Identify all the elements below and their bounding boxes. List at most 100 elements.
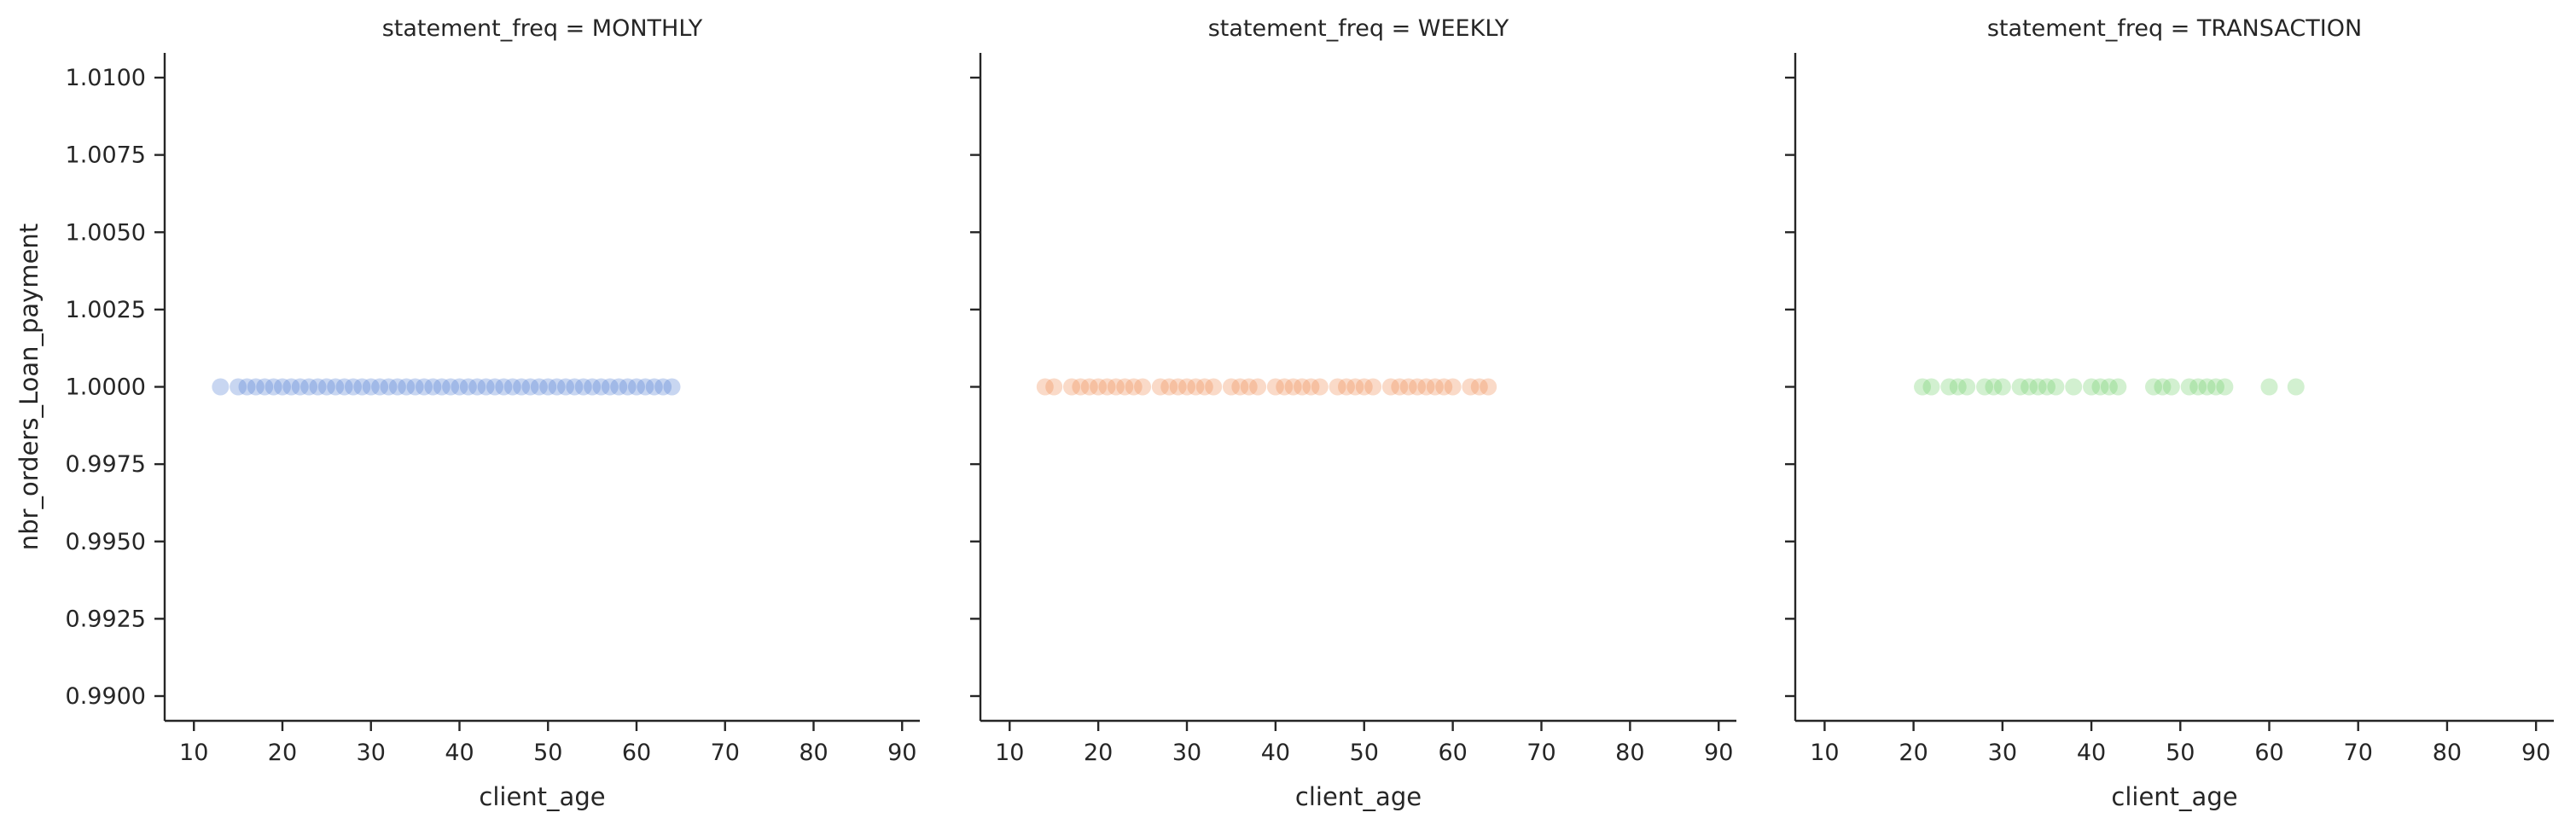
panel-title: statement_freq = WEEKLY bbox=[1208, 15, 1509, 42]
scatter-point bbox=[1993, 378, 2011, 396]
scatter-point bbox=[230, 378, 247, 396]
scatter-point bbox=[1090, 378, 1108, 396]
scatter-point bbox=[1922, 378, 1940, 396]
scatter-point bbox=[1266, 378, 1284, 396]
scatter-point bbox=[291, 378, 309, 396]
scatter-point bbox=[610, 378, 628, 396]
x-tick-label: 90 bbox=[2521, 740, 2550, 766]
scatter-point bbox=[2198, 378, 2216, 396]
scatter-point bbox=[2047, 378, 2065, 396]
y-tick-label: 0.9925 bbox=[66, 606, 146, 632]
scatter-point bbox=[2100, 378, 2118, 396]
scatter-point bbox=[495, 378, 513, 396]
scatter-point bbox=[344, 378, 362, 396]
scatter-point bbox=[1940, 378, 1958, 396]
x-tick-label: 80 bbox=[799, 740, 828, 766]
x-tick-label: 60 bbox=[1438, 740, 1467, 766]
x-tick-label: 30 bbox=[1172, 740, 1201, 766]
x-tick-label: 80 bbox=[2433, 740, 2462, 766]
x-tick-label: 90 bbox=[887, 740, 916, 766]
scatter-point bbox=[2038, 378, 2056, 396]
scatter-point bbox=[1195, 378, 1213, 396]
scatter-point bbox=[521, 378, 539, 396]
scatter-point bbox=[327, 378, 345, 396]
x-tick-label: 20 bbox=[268, 740, 297, 766]
scatter-point bbox=[2154, 378, 2172, 396]
scatter-point bbox=[601, 378, 619, 396]
scatter-point bbox=[1205, 378, 1223, 396]
scatter-point bbox=[539, 378, 557, 396]
panel-title: statement_freq = TRANSACTION bbox=[1987, 15, 2362, 42]
scatter-point bbox=[265, 378, 282, 396]
scatter-point bbox=[1107, 378, 1125, 396]
scatter-point bbox=[1036, 378, 1054, 396]
x-tick-label: 40 bbox=[2077, 740, 2106, 766]
x-tick-label: 10 bbox=[179, 740, 208, 766]
scatter-point bbox=[645, 378, 663, 396]
scatter-point bbox=[530, 378, 548, 396]
scatter-point bbox=[2011, 378, 2029, 396]
scatter-point bbox=[300, 378, 318, 396]
scatter-point bbox=[566, 378, 584, 396]
scatter-point bbox=[309, 378, 327, 396]
scatter-point bbox=[406, 378, 424, 396]
scatter-point bbox=[1470, 378, 1488, 396]
scatter-point bbox=[1346, 378, 1364, 396]
scatter-point bbox=[415, 378, 433, 396]
scatter-point bbox=[654, 378, 672, 396]
y-tick-label: 0.9900 bbox=[66, 683, 146, 710]
scatter-point bbox=[1098, 378, 1116, 396]
scatter-point bbox=[1391, 378, 1409, 396]
scatter-point bbox=[247, 378, 265, 396]
scatter-point bbox=[1249, 378, 1267, 396]
y-tick-label: 1.0000 bbox=[66, 374, 146, 401]
scatter-point bbox=[1134, 378, 1152, 396]
scatter-point bbox=[2029, 378, 2047, 396]
scatter-point bbox=[1985, 378, 2003, 396]
x-axis-label: client_age bbox=[479, 782, 605, 811]
scatter-point bbox=[477, 378, 495, 396]
scatter-point bbox=[2180, 378, 2198, 396]
scatter-point bbox=[1364, 378, 1382, 396]
scatter-point bbox=[1914, 378, 1932, 396]
scatter-point bbox=[388, 378, 406, 396]
scatter-point bbox=[1444, 378, 1462, 396]
scatter-point bbox=[317, 378, 335, 396]
scatter-point bbox=[2091, 378, 2109, 396]
scatter-point bbox=[212, 378, 230, 396]
scatter-point bbox=[335, 378, 353, 396]
scatter-point bbox=[1284, 378, 1302, 396]
y-tick-label: 1.0050 bbox=[66, 219, 146, 246]
scatter-point bbox=[1409, 378, 1427, 396]
scatter-point bbox=[556, 378, 574, 396]
scatter-point bbox=[1072, 378, 1090, 396]
x-tick-label: 70 bbox=[2344, 740, 2373, 766]
scatter-point bbox=[424, 378, 442, 396]
scatter-point bbox=[1975, 378, 1993, 396]
x-tick-label: 80 bbox=[1615, 740, 1644, 766]
scatter-point bbox=[459, 378, 477, 396]
scatter-point bbox=[353, 378, 371, 396]
scatter-point bbox=[663, 378, 681, 396]
y-tick-label: 1.0025 bbox=[66, 297, 146, 323]
scatter-point bbox=[1329, 378, 1346, 396]
x-tick-label: 40 bbox=[1261, 740, 1290, 766]
scatter-point bbox=[1302, 378, 1320, 396]
scatter-point bbox=[1125, 378, 1143, 396]
scatter-point bbox=[1187, 378, 1205, 396]
scatter-point bbox=[1080, 378, 1098, 396]
scatter-point bbox=[1399, 378, 1417, 396]
x-tick-label: 30 bbox=[357, 740, 386, 766]
scatter-point bbox=[1311, 378, 1329, 396]
scatter-point bbox=[1240, 378, 1258, 396]
scatter-point bbox=[1178, 378, 1196, 396]
scatter-point bbox=[503, 378, 521, 396]
scatter-point bbox=[1381, 378, 1399, 396]
x-tick-label: 40 bbox=[445, 740, 474, 766]
y-tick-label: 1.0100 bbox=[66, 65, 146, 91]
scatter-point bbox=[2083, 378, 2101, 396]
scatter-point bbox=[1231, 378, 1249, 396]
scatter-point bbox=[1169, 378, 1187, 396]
x-tick-label: 90 bbox=[1704, 740, 1733, 766]
scatter-point bbox=[637, 378, 654, 396]
